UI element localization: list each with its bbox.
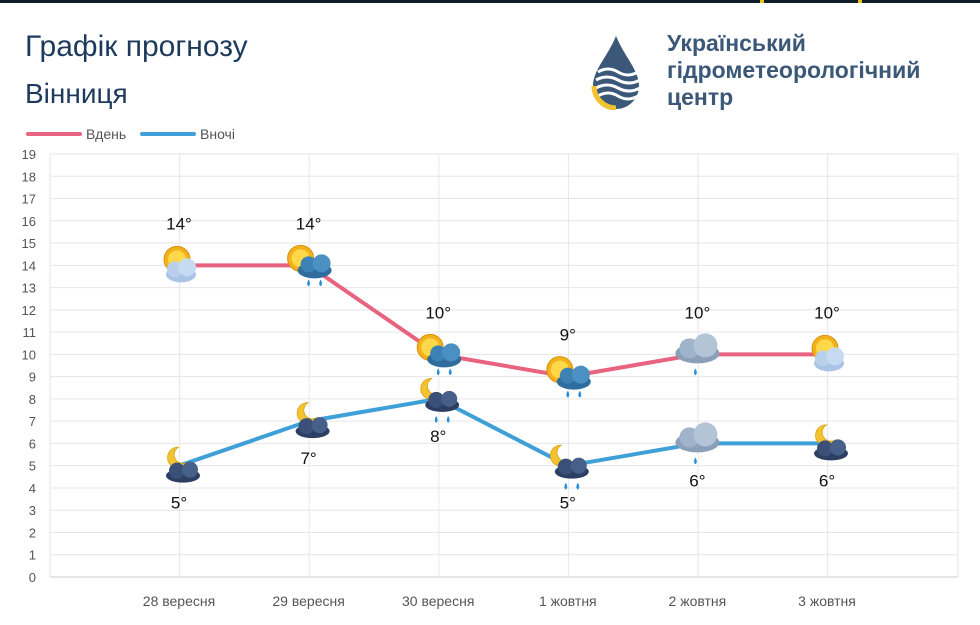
day-temp-label: 14° bbox=[166, 214, 192, 233]
y-tick-label: 18 bbox=[22, 169, 36, 184]
y-tick-label: 8 bbox=[29, 392, 36, 407]
y-tick-label: 7 bbox=[29, 414, 36, 429]
night-series-line bbox=[178, 396, 827, 468]
cloud-rain-icon bbox=[675, 422, 720, 465]
y-tick-label: 17 bbox=[22, 192, 36, 207]
org-line-2: гідрометеорологічний bbox=[667, 57, 921, 83]
day-temp-label: 14° bbox=[296, 214, 322, 233]
x-tick-label: 2 жовтня bbox=[669, 593, 727, 609]
day-temp-label: 10° bbox=[685, 303, 711, 322]
organization-name: Український гідрометеорологічний центр bbox=[667, 30, 920, 111]
y-tick-label: 3 bbox=[29, 503, 36, 518]
y-tick-label: 5 bbox=[29, 459, 36, 474]
y-tick-label: 1 bbox=[29, 548, 36, 563]
y-tick-label: 13 bbox=[22, 281, 36, 296]
night-temp-label: 5° bbox=[560, 494, 576, 513]
day-temp-label: 10° bbox=[425, 303, 451, 322]
org-line-3: центр bbox=[667, 84, 734, 110]
y-tick-label: 16 bbox=[22, 214, 36, 229]
y-tick-label: 9 bbox=[29, 370, 36, 385]
night-temp-label: 8° bbox=[430, 427, 446, 446]
moon-cloud-icon bbox=[814, 424, 848, 461]
y-tick-label: 15 bbox=[22, 236, 36, 251]
y-tick-label: 12 bbox=[22, 303, 36, 318]
x-tick-label: 28 вересня bbox=[143, 593, 215, 609]
sun-cloud-icon bbox=[163, 245, 196, 283]
ugmc-logo-icon bbox=[591, 36, 641, 110]
x-tick-label: 3 жовтня bbox=[798, 593, 856, 609]
org-line-1: Український bbox=[667, 30, 806, 56]
y-tick-label: 2 bbox=[29, 525, 36, 540]
moon-cloud-icon bbox=[166, 446, 200, 483]
y-tick-label: 19 bbox=[22, 147, 36, 162]
night-temp-label: 7° bbox=[300, 449, 316, 468]
night-temp-label: 5° bbox=[171, 494, 187, 513]
y-tick-label: 10 bbox=[22, 347, 36, 362]
y-tick-label: 14 bbox=[22, 258, 36, 273]
x-tick-label: 1 жовтня bbox=[539, 593, 597, 609]
legend-label: Вночі bbox=[200, 126, 235, 142]
x-tick-label: 30 вересня bbox=[402, 593, 474, 609]
y-tick-label: 0 bbox=[29, 570, 36, 585]
cloud-rain-icon bbox=[675, 333, 720, 376]
night-temp-label: 6° bbox=[819, 471, 835, 490]
top-bar bbox=[0, 0, 980, 3]
y-tick-label: 6 bbox=[29, 436, 36, 451]
night-temp-label: 6° bbox=[689, 471, 705, 490]
day-series-line bbox=[179, 263, 827, 379]
moon-cloud-icon bbox=[295, 402, 330, 439]
y-tick-label: 11 bbox=[23, 325, 37, 340]
moon-cloud-rain-icon bbox=[549, 444, 589, 490]
page-title: Графік прогнозу bbox=[25, 30, 248, 63]
day-temp-label: 9° bbox=[560, 326, 576, 345]
y-tick-label: 4 bbox=[29, 481, 36, 496]
legend-label: Вдень bbox=[86, 126, 126, 142]
x-tick-label: 29 вересня bbox=[272, 593, 344, 609]
day-temp-label: 10° bbox=[814, 303, 840, 322]
city-name: Вінниця bbox=[25, 78, 128, 109]
sun-cloud-icon bbox=[811, 334, 844, 372]
